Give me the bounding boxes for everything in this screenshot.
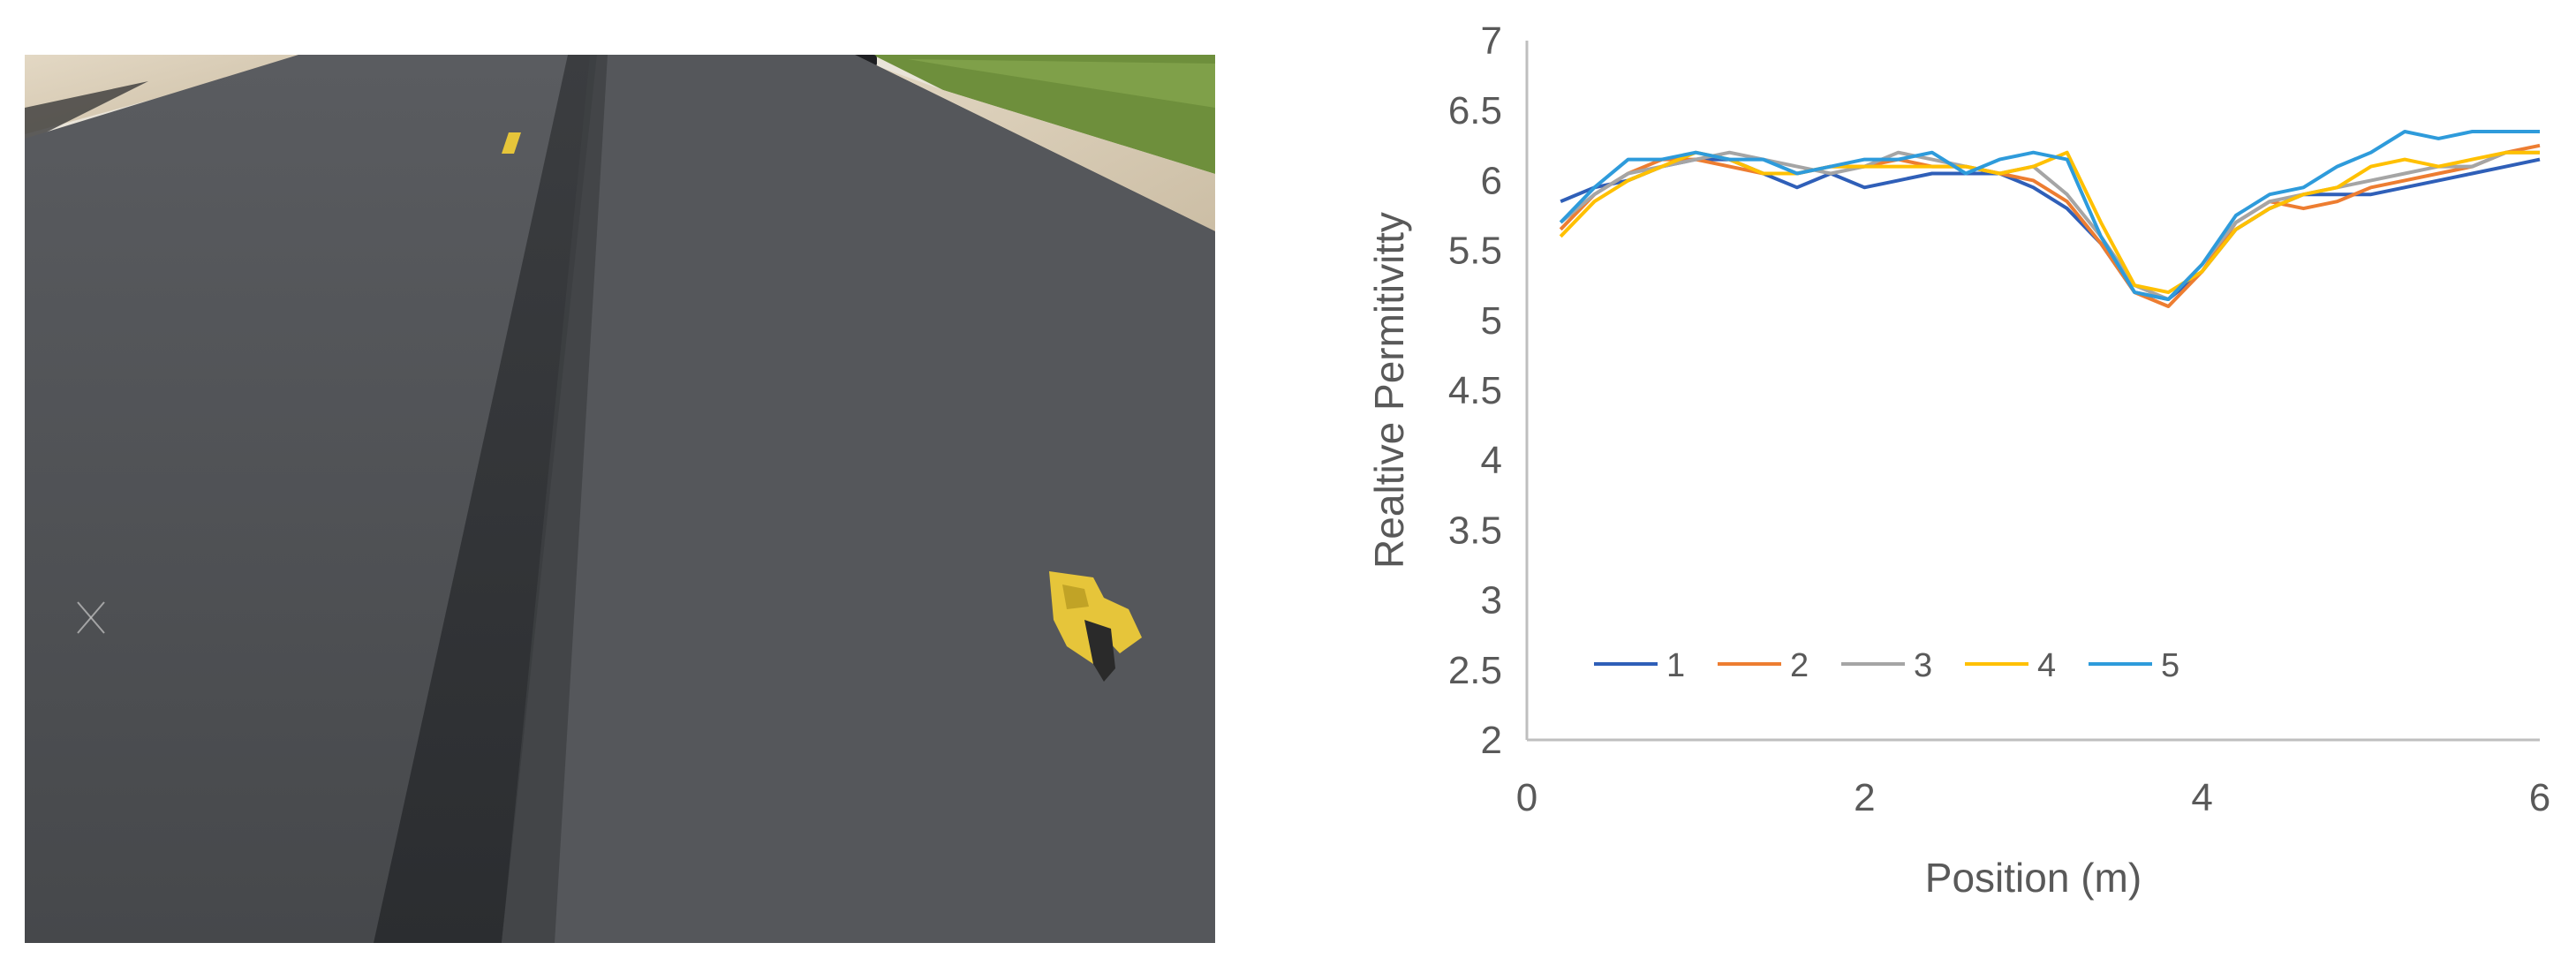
- legend-label-3: 3: [1914, 647, 1932, 684]
- x-axis-ticks: 0 2 4 6: [1516, 776, 2550, 819]
- y-tick-label: 4: [1481, 439, 1502, 482]
- legend-label-5: 5: [2161, 647, 2179, 684]
- x-tick-label: 0: [1516, 776, 1537, 819]
- y-tick-label: 4.5: [1448, 369, 1502, 412]
- y-tick-label: 2.5: [1448, 649, 1502, 692]
- legend: 1 2 3 4 5: [1594, 647, 2179, 684]
- centerline-dash: [502, 132, 521, 154]
- legend-label-2: 2: [1790, 647, 1809, 684]
- series-line-3: [1559, 150, 2540, 301]
- x-tick-label: 4: [2191, 776, 2212, 819]
- y-tick-label: 7: [1481, 19, 1502, 63]
- x-tick-label: 6: [2529, 776, 2550, 819]
- series-lines: [1559, 130, 2541, 308]
- legend-label-1: 1: [1666, 647, 1685, 684]
- series-line-4: [1559, 150, 2540, 295]
- y-tick-label: 5: [1481, 299, 1502, 343]
- y-axis-ticks: 2 2.5 3 3.5 4 4.5 5 5.5 6 6.5 7: [1448, 19, 1502, 762]
- y-tick-label: 2: [1481, 719, 1502, 762]
- road-photo: [25, 55, 1215, 943]
- yellow-marker: [1049, 571, 1142, 682]
- y-tick-label: 5.5: [1448, 230, 1502, 273]
- longitudinal-joint: [374, 55, 597, 943]
- series-line-5: [1559, 130, 2540, 301]
- legend-label-4: 4: [2037, 647, 2056, 684]
- y-axis-title: Realtive Permitivitty: [1366, 212, 1412, 569]
- y-tick-label: 3.5: [1448, 509, 1502, 552]
- y-tick-label: 3: [1481, 579, 1502, 622]
- asphalt-road-photo-icon: [25, 55, 1215, 943]
- y-tick-label: 6: [1481, 159, 1502, 202]
- y-tick-label: 6.5: [1448, 89, 1502, 132]
- x-tick-label: 2: [1854, 776, 1875, 819]
- series-line-2: [1559, 143, 2541, 308]
- x-axis-title: Position (m): [1925, 855, 2142, 901]
